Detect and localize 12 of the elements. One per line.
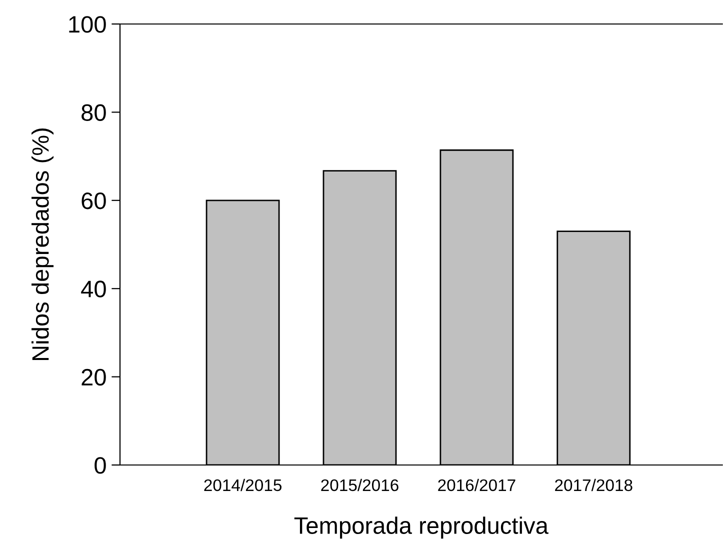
y-tick-label: 60 — [82, 192, 106, 210]
y-tick-label: 20 — [82, 368, 106, 386]
x-tick-label: 2015/2016 — [321, 478, 398, 492]
y-tick-label: 80 — [82, 104, 106, 121]
x-tick-label: 2017/2018 — [555, 478, 632, 492]
x-tick-label: 2016/2017 — [438, 478, 516, 492]
x-tick-label: 2014/2015 — [204, 478, 282, 492]
y-tick-label: 100 — [69, 16, 106, 33]
y-axis-title: Nidos depredados (%) — [32, 128, 54, 360]
y-tick-label: 40 — [81, 280, 106, 298]
x-axis-title: Temporada reproductiva — [294, 516, 548, 539]
y-tick-label: 0 — [94, 457, 106, 474]
